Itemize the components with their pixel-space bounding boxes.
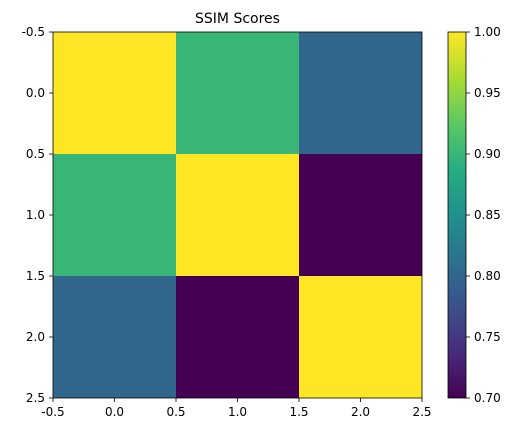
heatmap-cell-0-1 bbox=[176, 32, 299, 154]
colorbar-tick-label: 0.90 bbox=[474, 147, 501, 161]
x-axis-ticks: -0.5 0.0 0.5 1.0 1.5 2.0 2.5 bbox=[41, 398, 432, 419]
y-axis-ticks: -0.5 0.0 0.5 1.0 1.5 2.0 2.5 bbox=[22, 25, 53, 405]
colorbar-tick-label: 0.95 bbox=[474, 86, 501, 100]
y-tick-label: 1.0 bbox=[26, 208, 45, 222]
x-tick-label: 0.0 bbox=[105, 405, 124, 419]
x-tick-label: 1.5 bbox=[289, 405, 308, 419]
colorbar-tick-label: 0.80 bbox=[474, 269, 501, 283]
colorbar-ticks: 0.70 0.75 0.80 0.85 0.90 0.95 1.00 bbox=[466, 25, 501, 405]
colorbar-tick-label: 0.85 bbox=[474, 208, 501, 222]
colorbar bbox=[447, 31, 467, 399]
heatmap-cell-0-2 bbox=[299, 32, 422, 154]
y-tick-label: 1.5 bbox=[26, 269, 45, 283]
heatmap-cell-1-0 bbox=[53, 154, 176, 276]
colorbar-tick-label: 0.75 bbox=[474, 330, 501, 344]
x-tick-label: 0.5 bbox=[166, 405, 185, 419]
x-tick-label: 2.0 bbox=[351, 405, 370, 419]
heatmap-cell-2-2 bbox=[299, 276, 422, 398]
heatmap-cell-0-0 bbox=[53, 32, 176, 154]
heatmap-cell-1-2 bbox=[299, 154, 422, 276]
colorbar-gradient bbox=[447, 31, 467, 399]
x-tick-label: -0.5 bbox=[41, 405, 64, 419]
heatmap-cells bbox=[53, 32, 422, 398]
colorbar-tick-label: 1.00 bbox=[474, 25, 501, 39]
x-tick-label: 2.5 bbox=[412, 405, 431, 419]
x-tick-label: 1.0 bbox=[228, 405, 247, 419]
y-tick-label: 2.5 bbox=[26, 391, 45, 405]
chart-title: SSIM Scores bbox=[195, 11, 280, 27]
y-tick-label: 0.5 bbox=[26, 147, 45, 161]
colorbar-tick-label: 0.70 bbox=[474, 391, 501, 405]
y-tick-label: 2.0 bbox=[26, 330, 45, 344]
y-tick-label: 0.0 bbox=[26, 86, 45, 100]
heatmap-cell-2-0 bbox=[53, 276, 176, 398]
y-tick-label: -0.5 bbox=[22, 25, 45, 39]
heatmap-cell-2-1 bbox=[176, 276, 299, 398]
heatmap-cell-1-1 bbox=[176, 154, 299, 276]
